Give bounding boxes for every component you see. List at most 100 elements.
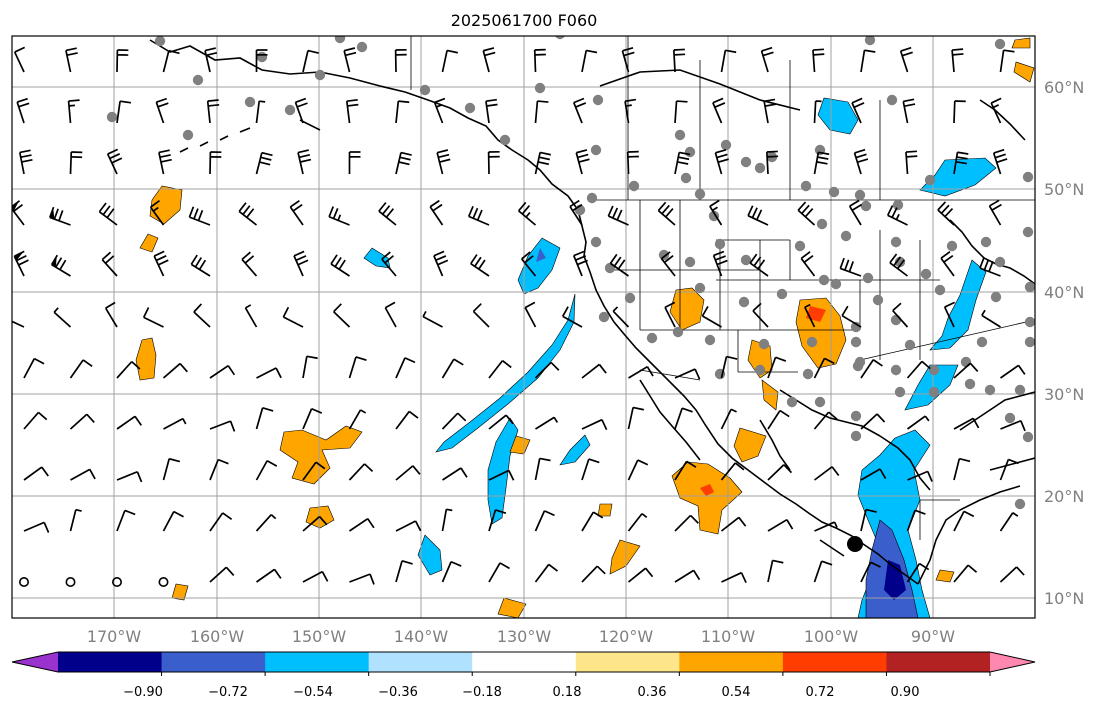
station-marker bbox=[500, 135, 510, 145]
station-marker bbox=[739, 297, 749, 307]
station-marker bbox=[555, 29, 565, 39]
station-marker bbox=[681, 173, 691, 183]
colorbar-segment bbox=[679, 652, 783, 672]
station-marker bbox=[659, 250, 669, 260]
station-marker bbox=[893, 200, 903, 210]
station-marker bbox=[245, 97, 255, 107]
station-marker bbox=[465, 103, 475, 113]
colorbar-tick-label: −0.36 bbox=[378, 685, 418, 700]
colorbar-tick-label: −0.18 bbox=[462, 685, 502, 700]
station-marker bbox=[357, 42, 367, 52]
storm-center-marker bbox=[847, 536, 863, 552]
station-marker bbox=[1025, 282, 1035, 292]
station-marker bbox=[759, 339, 769, 349]
colorbar-segment bbox=[783, 652, 887, 672]
colorbar-tick-label: 0.54 bbox=[722, 685, 751, 700]
station-marker bbox=[863, 273, 873, 283]
station-marker bbox=[981, 237, 991, 247]
station-marker bbox=[647, 333, 657, 343]
station-marker bbox=[929, 387, 939, 397]
station-marker bbox=[591, 237, 601, 247]
station-marker bbox=[591, 145, 601, 155]
station-marker bbox=[965, 379, 975, 389]
station-marker bbox=[695, 283, 705, 293]
lat-label-30: 30°N bbox=[1044, 385, 1084, 404]
colorbar-tick-label: 0.36 bbox=[638, 685, 667, 700]
station-marker bbox=[1025, 317, 1035, 327]
station-marker bbox=[593, 95, 603, 105]
station-marker bbox=[817, 219, 827, 229]
colorbar-segment bbox=[369, 652, 473, 672]
station-marker bbox=[155, 36, 165, 46]
lon-label-110w: 110°W bbox=[701, 627, 756, 646]
station-marker bbox=[741, 157, 751, 167]
lat-label-60: 60°N bbox=[1044, 78, 1084, 97]
station-marker bbox=[851, 337, 861, 347]
lat-label-40: 40°N bbox=[1044, 283, 1084, 302]
station-marker bbox=[815, 397, 825, 407]
lat-label-50: 50°N bbox=[1044, 180, 1084, 199]
station-marker bbox=[1023, 227, 1033, 237]
station-marker bbox=[107, 112, 117, 122]
station-marker bbox=[801, 181, 811, 191]
station-marker bbox=[420, 85, 430, 95]
lon-label-120w: 120°W bbox=[599, 627, 654, 646]
station-marker bbox=[851, 411, 861, 421]
station-marker bbox=[285, 105, 295, 115]
station-marker bbox=[605, 263, 615, 273]
station-marker bbox=[755, 365, 765, 375]
station-marker bbox=[715, 239, 725, 249]
lon-label-150w: 150°W bbox=[292, 627, 347, 646]
station-marker bbox=[929, 365, 939, 375]
colorbar-extend-high bbox=[990, 652, 1035, 672]
lat-label-10: 10°N bbox=[1044, 589, 1084, 608]
station-marker bbox=[721, 140, 731, 150]
station-marker bbox=[895, 387, 905, 397]
station-marker bbox=[193, 75, 203, 85]
station-marker bbox=[803, 369, 813, 379]
station-marker bbox=[819, 275, 829, 285]
station-marker bbox=[985, 385, 995, 395]
station-marker bbox=[891, 315, 901, 325]
station-marker bbox=[787, 397, 797, 407]
station-marker bbox=[935, 285, 945, 295]
station-marker bbox=[535, 83, 545, 93]
station-marker bbox=[995, 257, 1005, 267]
lon-label-100w: 100°W bbox=[804, 627, 859, 646]
station-marker bbox=[1023, 172, 1033, 182]
colorbar-tick-label: −0.54 bbox=[293, 685, 333, 700]
station-marker bbox=[695, 189, 705, 199]
warm-anomaly-patch bbox=[598, 504, 612, 516]
station-marker bbox=[183, 130, 193, 140]
station-marker bbox=[673, 327, 683, 337]
station-marker bbox=[851, 431, 861, 441]
colorbar-tick-label: −0.72 bbox=[208, 685, 248, 700]
station-marker bbox=[685, 147, 695, 157]
colorbar-tick-label: 0.18 bbox=[553, 685, 582, 700]
station-marker bbox=[829, 187, 839, 197]
station-marker bbox=[1023, 432, 1033, 442]
station-marker bbox=[1015, 499, 1025, 509]
station-marker bbox=[861, 201, 871, 211]
station-marker bbox=[1015, 385, 1025, 395]
lon-label-160w: 160°W bbox=[190, 627, 245, 646]
station-marker bbox=[335, 33, 345, 43]
lon-label-140w: 140°W bbox=[394, 627, 449, 646]
lon-label-170w: 170°W bbox=[87, 627, 142, 646]
station-marker bbox=[995, 39, 1005, 49]
station-marker bbox=[755, 163, 765, 173]
colorbar-tick-label: −0.90 bbox=[123, 685, 163, 700]
colorbar-segment bbox=[472, 652, 576, 672]
colorbar-tick-labels: −0.90 −0.72 −0.54 −0.36 −0.18 0.18 0.36 … bbox=[123, 685, 919, 700]
station-marker bbox=[1025, 337, 1035, 347]
station-marker bbox=[905, 340, 915, 350]
figure-title: 2025061700 F060 bbox=[451, 11, 598, 30]
colorbar-extend-low bbox=[12, 652, 58, 672]
colorbar-segment bbox=[58, 652, 162, 672]
colorbar: −0.90 −0.72 −0.54 −0.36 −0.18 0.18 0.36 … bbox=[12, 652, 1035, 700]
colorbar-segment bbox=[576, 652, 680, 672]
station-marker bbox=[887, 95, 897, 105]
station-marker bbox=[853, 361, 863, 371]
station-marker bbox=[629, 181, 639, 191]
